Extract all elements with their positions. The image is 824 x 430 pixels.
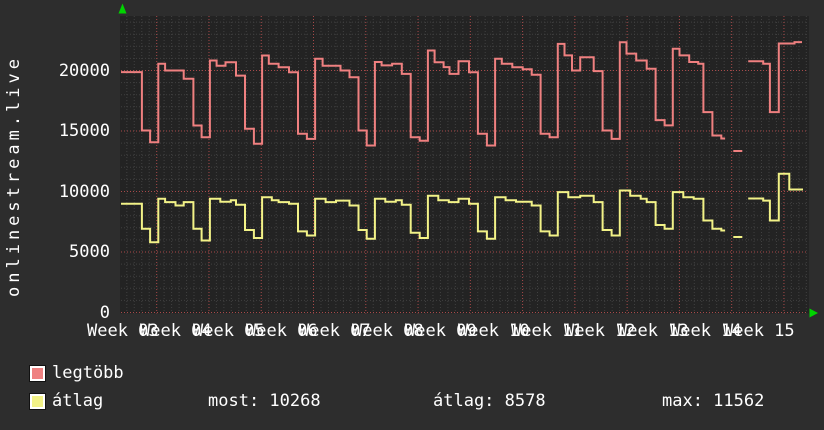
x-week-label-10: Week 10: [458, 321, 530, 341]
x-week-label-7: Week 07: [299, 321, 371, 341]
x-week-label-5: Week 05: [193, 321, 265, 341]
x-axis-arrow-icon: [809, 308, 818, 318]
legend-swatch-atlag: [30, 394, 45, 409]
x-week-label-9: Week 09: [405, 321, 477, 341]
y-tick-label-20000: 20000: [58, 60, 110, 81]
y-tick-label-15000: 15000: [58, 121, 110, 141]
series-line-legtobb: [121, 41, 802, 152]
series-line-atlag: [121, 172, 803, 244]
y-axis-arrow-icon: [118, 3, 127, 14]
legend-label-atlag: átlag: [52, 391, 104, 411]
x-week-label-8: Week 08: [352, 321, 424, 341]
stat-atlag-value: 8578: [504, 391, 546, 411]
x-week-label-14: Week 14: [670, 321, 742, 341]
x-week-label-6: Week 06: [246, 321, 318, 341]
stat-max-value: 11562: [713, 391, 765, 411]
legend-label-legtobb: legtöbb: [52, 363, 124, 383]
stat-most-label: most:: [208, 391, 260, 411]
x-week-label-3: Week 03: [87, 321, 159, 341]
stat-max: max: 11562: [662, 391, 764, 411]
x-week-label-4: Week 04: [140, 321, 212, 341]
stat-atlag: átlag: 8578: [433, 391, 546, 411]
y-tick-label-0: 0: [99, 302, 110, 323]
y-tick-label-10000: 10000: [58, 181, 110, 202]
stat-max-label: max:: [662, 391, 703, 411]
x-week-label-12: Week 12: [564, 321, 636, 341]
legend-swatch-legtobb: [30, 366, 45, 381]
stat-most-value: 10268: [269, 391, 321, 411]
x-week-label-15: Week 15: [723, 321, 795, 341]
stat-most: most: 10268: [208, 391, 321, 411]
x-week-label-11: Week 11: [511, 321, 583, 341]
x-week-label-13: Week 13: [617, 321, 689, 341]
stat-atlag-label: átlag:: [433, 391, 495, 411]
y-tick-label-5000: 5000: [69, 242, 110, 262]
